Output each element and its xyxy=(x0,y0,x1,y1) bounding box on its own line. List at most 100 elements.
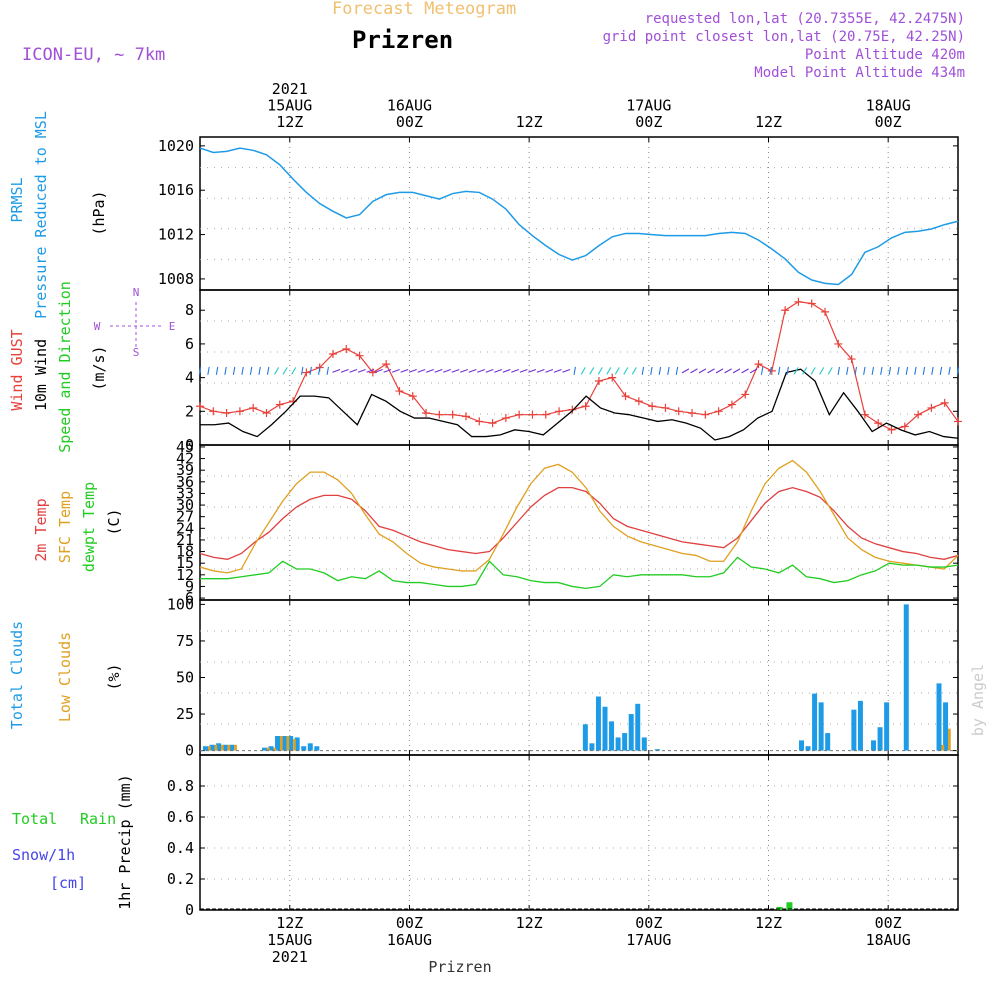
cloud-bar-low xyxy=(941,744,945,751)
y-tick-label: 0 xyxy=(185,901,194,919)
panel-pressure: 1008 1012 1016 1020 PRMSL Pressure Reduced to… xyxy=(8,111,959,319)
location-title: Prizren xyxy=(352,26,453,54)
compass-e: E xyxy=(169,320,176,333)
wind-arrow xyxy=(948,366,951,375)
wind-arrow xyxy=(760,366,764,375)
wind-arrow xyxy=(914,366,917,375)
legend-rain: Rain xyxy=(80,810,116,828)
gust-marker xyxy=(634,397,643,406)
y-tick-label: 36 xyxy=(176,473,194,491)
gust-marker xyxy=(488,419,497,428)
ylabel-wind: 10m Wind xyxy=(32,339,50,411)
wind-arrow xyxy=(317,366,321,375)
cloud-bar-total xyxy=(275,735,281,751)
cloud-bar-low xyxy=(286,735,290,751)
gust-marker xyxy=(328,350,337,359)
ylabel-prmsl: PRMSL xyxy=(8,177,26,222)
wind-arrow xyxy=(573,366,576,375)
y-tick-label: 0.2 xyxy=(167,870,194,888)
model-label: ICON-EU, ~ 7km xyxy=(22,45,165,65)
wind-arrow xyxy=(810,367,816,375)
y-tick-label: 0 xyxy=(185,742,194,760)
cloud-bar-total xyxy=(261,747,267,751)
wind-arrow xyxy=(434,368,443,373)
wind-arrow xyxy=(606,367,612,375)
gust-marker xyxy=(754,360,763,369)
time-label-top: 00Z xyxy=(396,113,423,131)
wind-arrow xyxy=(715,368,724,374)
time-label-top: 12Z xyxy=(276,113,303,131)
cloud-bar-total xyxy=(203,746,208,751)
gust-marker xyxy=(821,307,830,316)
cloud-bar-low xyxy=(214,744,218,751)
point-altitude: Point Altitude 420m xyxy=(805,47,965,63)
legend-snow: Snow/1h xyxy=(12,846,75,864)
y-tick-label: 25 xyxy=(176,705,194,723)
wind-arrow xyxy=(724,368,732,374)
wind-arrow xyxy=(597,367,603,375)
wind-arrow xyxy=(553,368,562,373)
gust-marker xyxy=(408,392,417,401)
gust-marker xyxy=(954,417,962,426)
gust-marker xyxy=(196,402,204,411)
ylabel-unit: (C) xyxy=(105,508,123,535)
wind-arrow xyxy=(769,366,772,375)
gust-marker xyxy=(661,403,670,412)
wind-arrow xyxy=(675,366,679,375)
cloud-bar-total xyxy=(314,746,320,751)
wind-arrow xyxy=(589,367,595,375)
y-tick-label: 12 xyxy=(176,566,194,584)
wind-arrow xyxy=(650,366,653,375)
temp-line-1 xyxy=(199,459,959,574)
y-tick-label: 75 xyxy=(176,632,194,650)
panel-wind: 0 2 4 6 8 Wind GUST 10m Wind Speed and Directio… xyxy=(8,281,962,454)
gust-marker xyxy=(501,414,510,423)
wind-arrow xyxy=(536,368,545,373)
wind-arrow xyxy=(258,366,261,375)
cloud-bar-total xyxy=(268,746,274,751)
temp-line-2 xyxy=(200,556,959,590)
cloud-bar-total xyxy=(818,702,824,751)
wind-arrow xyxy=(391,368,400,373)
wind-arrow xyxy=(956,366,960,375)
wind-arrow xyxy=(854,366,858,375)
wind-arrow xyxy=(198,366,202,375)
ylabel-precip: 1hr Precip (mm) xyxy=(116,774,134,909)
y-tick-label: 8 xyxy=(185,301,194,319)
cloud-bar-low xyxy=(293,738,296,751)
wind-arrow xyxy=(802,367,808,375)
compass-s: S xyxy=(133,346,140,359)
footer-location: Prizren xyxy=(428,958,491,976)
wind-arrow xyxy=(631,367,637,375)
y-tick-label: 2 xyxy=(185,402,194,420)
gust-marker xyxy=(727,400,736,409)
legend-cm: [cm] xyxy=(50,874,86,892)
y-tick-label: 42 xyxy=(176,450,194,468)
wind-arrow xyxy=(477,368,486,373)
time-label-bottom: 2021 xyxy=(272,948,308,966)
cloud-bar-total xyxy=(222,744,228,751)
wind-arrow xyxy=(485,368,494,373)
y-tick-label: 1020 xyxy=(158,137,194,155)
y-tick-label: 30 xyxy=(176,496,194,514)
wind-arrow xyxy=(366,368,375,373)
time-label-bottom: 12Z xyxy=(516,914,543,932)
wind-arrow xyxy=(793,367,799,375)
cloud-bar-total xyxy=(615,737,621,751)
time-label-bottom: 17AUG xyxy=(626,931,671,949)
gust-marker xyxy=(581,402,590,411)
y-tick-label: 0.4 xyxy=(167,839,194,857)
y-tick-label: 6 xyxy=(185,335,194,353)
cloud-bar-total xyxy=(857,700,863,751)
wind-arrow xyxy=(349,368,358,373)
wind-arrow xyxy=(215,366,219,375)
gust-marker xyxy=(435,410,444,419)
wind-arrow xyxy=(819,367,825,375)
panel-frame xyxy=(199,754,959,911)
wind-arrow xyxy=(274,367,280,375)
gust-marker xyxy=(302,368,311,377)
time-label-bottom: 12Z xyxy=(755,914,782,932)
gust-marker xyxy=(555,407,564,416)
y-tick-label: 0.6 xyxy=(167,808,194,826)
